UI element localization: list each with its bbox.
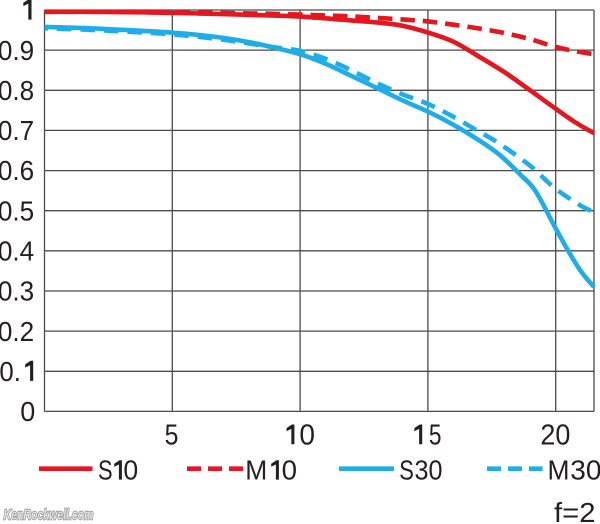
svg-text:M: M — [548, 455, 570, 486]
svg-text:KenRockwell.com: KenRockwell.com — [4, 508, 94, 524]
svg-text:0.6: 0.6 — [0, 155, 34, 186]
svg-text:5: 5 — [429, 419, 442, 451]
svg-text:20: 20 — [540, 419, 570, 451]
svg-text:0.4: 0.4 — [0, 235, 34, 266]
svg-text:30: 30 — [415, 455, 443, 486]
svg-text:0.8: 0.8 — [0, 75, 34, 106]
svg-text:0.5: 0.5 — [0, 195, 34, 226]
svg-text:f=2: f=2 — [554, 497, 596, 524]
svg-text:0: 0 — [299, 419, 315, 451]
svg-text:0.3: 0.3 — [0, 276, 34, 307]
svg-text:S: S — [98, 455, 113, 486]
svg-text:0.7: 0.7 — [0, 115, 34, 146]
svg-text:5: 5 — [165, 419, 179, 451]
svg-text:0.: 0. — [0, 356, 21, 387]
svg-text:0: 0 — [282, 455, 297, 486]
svg-text:0: 0 — [20, 396, 35, 427]
svg-text:S: S — [399, 455, 414, 486]
svg-text:0: 0 — [123, 455, 138, 486]
svg-text:30: 30 — [570, 455, 600, 486]
svg-text:0.2: 0.2 — [0, 316, 34, 347]
svg-text:0.9: 0.9 — [0, 35, 34, 66]
svg-text:M: M — [245, 455, 267, 486]
